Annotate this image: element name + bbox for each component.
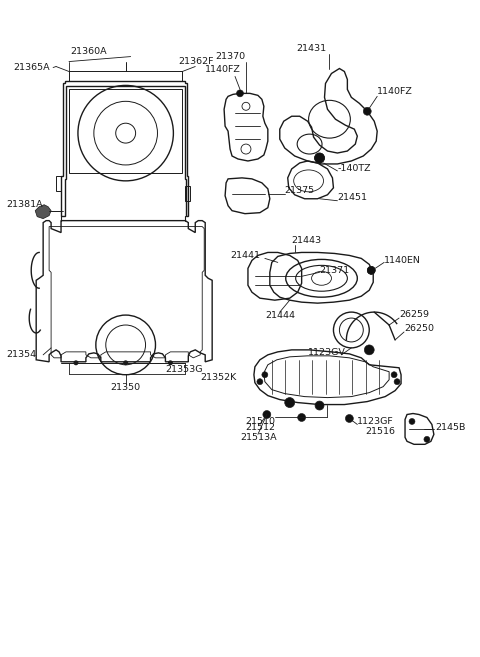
Text: 21516: 21516	[365, 427, 395, 436]
Text: 21441: 21441	[230, 251, 260, 260]
Circle shape	[123, 360, 128, 365]
Circle shape	[237, 90, 243, 97]
Circle shape	[262, 372, 268, 378]
Circle shape	[285, 397, 295, 407]
Circle shape	[364, 345, 374, 355]
Text: 21354: 21354	[6, 350, 36, 359]
Text: 21352K: 21352K	[200, 373, 237, 382]
Circle shape	[257, 378, 263, 384]
Text: 21375: 21375	[285, 187, 315, 195]
Text: 1140EN: 1140EN	[384, 256, 421, 265]
Circle shape	[367, 266, 375, 275]
Text: 21431: 21431	[297, 44, 327, 53]
Circle shape	[73, 360, 78, 365]
Text: 21371: 21371	[320, 266, 349, 275]
Text: 21360A: 21360A	[71, 47, 107, 56]
Text: -140TZ: -140TZ	[337, 164, 371, 173]
Text: 21365A: 21365A	[13, 63, 50, 72]
Circle shape	[363, 107, 371, 115]
Circle shape	[298, 413, 306, 421]
Text: 1140FZ: 1140FZ	[205, 65, 241, 74]
Circle shape	[394, 378, 400, 384]
Text: 21513A: 21513A	[240, 433, 276, 442]
Text: 21444: 21444	[265, 311, 295, 319]
Circle shape	[315, 401, 324, 410]
Circle shape	[168, 360, 173, 365]
Circle shape	[424, 436, 430, 442]
Text: 21451: 21451	[337, 193, 367, 202]
Circle shape	[263, 411, 271, 419]
Text: 1123GF: 1123GF	[357, 417, 394, 426]
Circle shape	[409, 419, 415, 424]
Text: 21362F: 21362F	[179, 57, 214, 66]
Circle shape	[314, 153, 324, 163]
Text: 2145B: 2145B	[435, 423, 465, 432]
Circle shape	[346, 415, 353, 422]
Text: 21510: 21510	[245, 417, 275, 426]
Polygon shape	[35, 205, 51, 219]
Circle shape	[367, 266, 375, 275]
Circle shape	[314, 153, 324, 163]
Text: 21512: 21512	[245, 423, 275, 432]
Text: 21381A: 21381A	[6, 200, 43, 209]
Text: 21443: 21443	[292, 236, 322, 245]
Text: 1123GV: 1123GV	[308, 348, 346, 357]
Text: 26259: 26259	[399, 309, 429, 319]
Text: 21353G: 21353G	[166, 365, 203, 374]
Text: 21370: 21370	[215, 52, 245, 61]
Circle shape	[391, 372, 397, 378]
Text: 26250: 26250	[404, 323, 434, 332]
Text: 1140FZ: 1140FZ	[377, 87, 413, 96]
Text: 21350: 21350	[110, 383, 141, 392]
